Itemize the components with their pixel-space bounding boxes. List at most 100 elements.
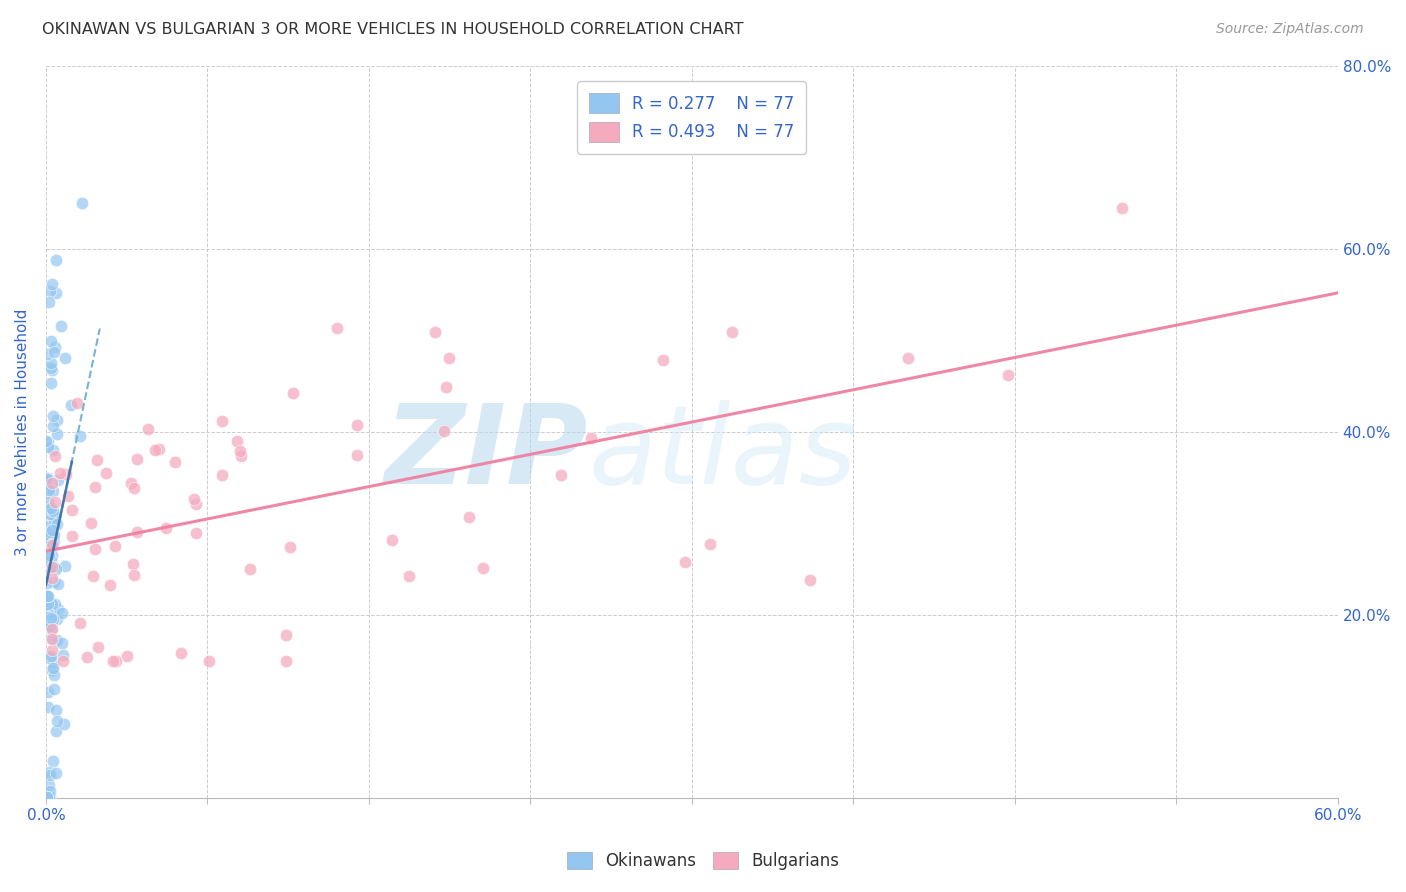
- Point: [44, 681, 66, 696]
- Legend: Okinawans, Bulgarians: Okinawans, Bulgarians: [560, 845, 846, 877]
- Point: [35, 527, 58, 541]
- Point: [104, 539, 127, 553]
- Point: [41, 476, 63, 491]
- Point: [225, 434, 247, 449]
- Point: [326, 321, 349, 335]
- Point: [41, 363, 63, 377]
- Point: [721, 325, 744, 339]
- Point: [44, 495, 66, 509]
- Point: [38, 484, 60, 499]
- Point: [46, 633, 69, 648]
- Point: [41, 622, 63, 636]
- Point: [799, 573, 821, 587]
- Point: [41, 571, 63, 585]
- Point: [42, 503, 65, 517]
- Point: [897, 351, 920, 365]
- Point: [120, 476, 142, 491]
- Point: [44, 703, 66, 717]
- Point: [46, 517, 69, 532]
- Point: [51, 606, 73, 620]
- Point: [42, 535, 65, 549]
- Point: [84, 480, 107, 494]
- Point: [211, 468, 233, 483]
- Point: [38, 295, 60, 310]
- Point: [1111, 201, 1133, 215]
- Point: [46, 602, 69, 616]
- Point: [239, 562, 262, 576]
- Point: [45, 765, 67, 780]
- Point: [37, 470, 59, 484]
- Point: [127, 525, 149, 540]
- Point: [44, 345, 66, 359]
- Point: [143, 442, 166, 457]
- Point: [87, 640, 110, 654]
- Text: atlas: atlas: [589, 401, 858, 508]
- Point: [42, 537, 65, 551]
- Point: [37, 606, 59, 620]
- Point: [41, 524, 63, 538]
- Point: [673, 556, 696, 570]
- Text: ZIP: ZIP: [385, 401, 589, 508]
- Point: [197, 654, 219, 668]
- Point: [651, 353, 673, 368]
- Point: [45, 285, 67, 300]
- Point: [38, 519, 60, 533]
- Point: [125, 452, 148, 467]
- Point: [115, 648, 138, 663]
- Point: [41, 754, 63, 768]
- Point: [437, 351, 460, 365]
- Point: [434, 380, 457, 394]
- Point: [423, 325, 446, 339]
- Y-axis label: 3 or more Vehicles in Household: 3 or more Vehicles in Household: [15, 308, 30, 556]
- Point: [38, 483, 60, 498]
- Point: [42, 655, 65, 669]
- Point: [471, 561, 494, 575]
- Point: [46, 612, 69, 626]
- Point: [186, 497, 208, 511]
- Point: [42, 604, 65, 618]
- Point: [39, 631, 62, 645]
- Point: [104, 654, 127, 668]
- Point: [35, 347, 58, 361]
- Point: [59, 398, 82, 412]
- Point: [35, 576, 58, 591]
- Point: [122, 557, 145, 571]
- Point: [35, 790, 58, 805]
- Point: [103, 654, 125, 668]
- Point: [35, 471, 58, 485]
- Point: [60, 529, 83, 543]
- Point: [38, 778, 60, 792]
- Point: [42, 667, 65, 681]
- Point: [458, 510, 481, 524]
- Point: [44, 528, 66, 542]
- Point: [122, 481, 145, 495]
- Point: [39, 649, 62, 664]
- Point: [42, 661, 65, 675]
- Point: [38, 524, 60, 539]
- Point: [94, 466, 117, 480]
- Point: [37, 494, 59, 508]
- Point: [35, 545, 58, 559]
- Point: [183, 491, 205, 506]
- Point: [42, 409, 65, 423]
- Point: [46, 577, 69, 591]
- Text: Source: ZipAtlas.com: Source: ZipAtlas.com: [1216, 22, 1364, 37]
- Point: [39, 284, 62, 298]
- Point: [41, 632, 63, 647]
- Point: [550, 467, 572, 482]
- Point: [35, 598, 58, 612]
- Point: [163, 455, 186, 469]
- Point: [45, 413, 67, 427]
- Point: [38, 507, 60, 521]
- Point: [37, 533, 59, 548]
- Point: [997, 368, 1019, 383]
- Text: OKINAWAN VS BULGARIAN 3 OR MORE VEHICLES IN HOUSEHOLD CORRELATION CHART: OKINAWAN VS BULGARIAN 3 OR MORE VEHICLES…: [42, 22, 744, 37]
- Point: [35, 790, 58, 805]
- Point: [41, 642, 63, 657]
- Point: [278, 540, 301, 554]
- Point: [39, 500, 62, 515]
- Point: [35, 553, 58, 567]
- Point: [381, 533, 404, 547]
- Point: [35, 551, 58, 566]
- Point: [41, 512, 63, 526]
